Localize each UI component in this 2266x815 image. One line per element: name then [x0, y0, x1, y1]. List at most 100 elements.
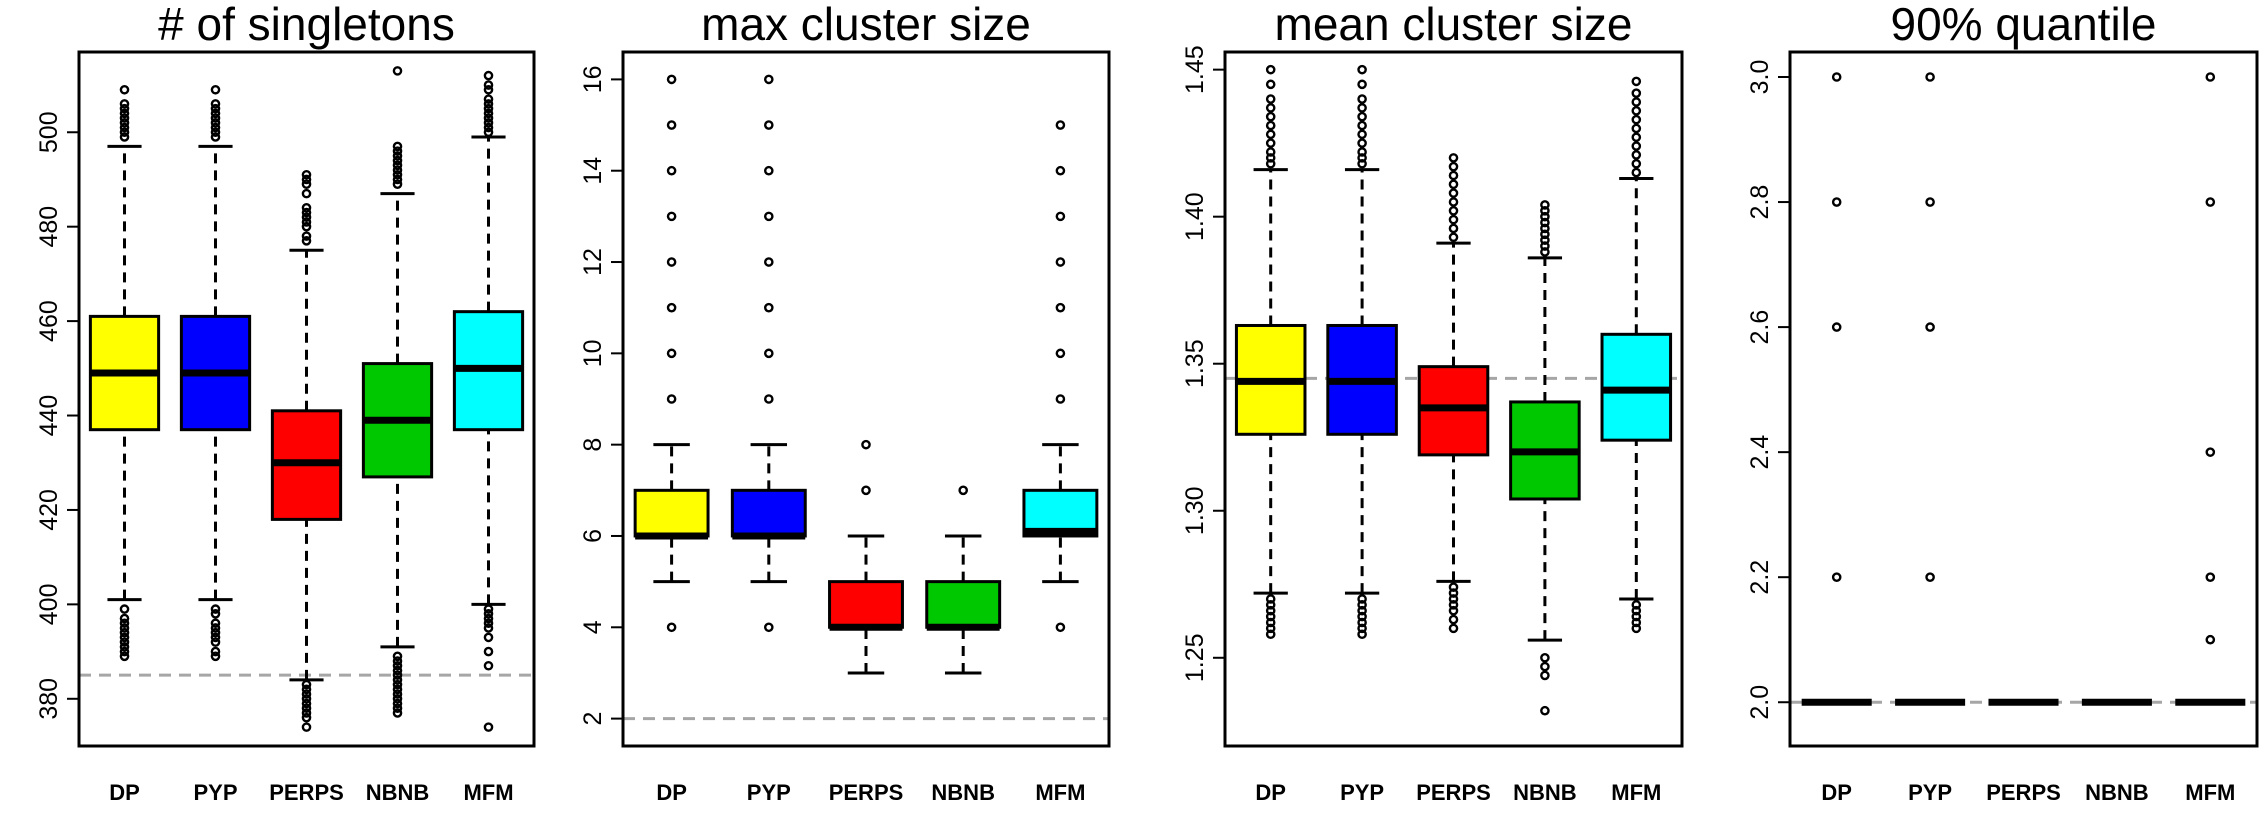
outlier-point [301, 708, 312, 718]
box-body [730, 488, 807, 538]
outlier-point [210, 623, 221, 633]
outlier-point [392, 675, 403, 685]
outlier-point [958, 485, 969, 496]
outlier-point [1265, 147, 1276, 157]
outlier-point [119, 108, 130, 119]
outlier-point [1925, 322, 1935, 332]
outlier-point [301, 217, 312, 227]
outlier-point [764, 622, 774, 633]
outlier-point [1540, 670, 1550, 681]
outlier-point [1448, 614, 1459, 625]
outlier-point [1448, 588, 1459, 598]
outlier-point [1448, 179, 1459, 190]
outlier-point [119, 627, 130, 638]
outlier-point [1265, 153, 1276, 163]
y-tick-label: 16 [579, 65, 607, 93]
outlier-point [119, 103, 130, 114]
chart-panel-3: mean cluster size 1.25 1.30 1.35 1.40 1.45 DP P… [1181, 0, 1684, 805]
y-tick-label: 6 [579, 529, 607, 543]
outlier-point [392, 693, 403, 704]
category-label: PERPS [829, 780, 904, 805]
outlier-point [1540, 661, 1550, 672]
outlier-point [1265, 94, 1276, 104]
outlier-point [119, 642, 130, 652]
outlier-point [1631, 158, 1642, 169]
y-tick-label: 2.4 [1746, 435, 1774, 470]
outlier-point [210, 122, 221, 133]
box-mfm [1022, 120, 1099, 633]
outlier-point [2205, 447, 2216, 457]
outlier-point [210, 108, 221, 119]
box-dp [88, 84, 161, 662]
outlier-point [1265, 594, 1276, 604]
outlier-point [1055, 120, 1066, 130]
panel-title: max cluster size [701, 0, 1031, 50]
outlier-point [1265, 605, 1276, 616]
outlier-point [1448, 600, 1459, 610]
outlier-point [483, 113, 494, 123]
outlier-point [1540, 705, 1550, 716]
outlier-point [1631, 605, 1642, 616]
outlier-point [210, 113, 221, 123]
outlier-point [392, 684, 403, 695]
outlier-point [1055, 165, 1066, 176]
outlier-point [119, 122, 130, 133]
outlier-point [1631, 97, 1642, 107]
outlier-point [1265, 617, 1276, 628]
outlier-point [1925, 572, 1935, 582]
outlier-point [301, 221, 312, 232]
y-tick-label: 2.6 [1746, 310, 1774, 345]
box-pyp [730, 74, 807, 633]
outlier-point [1055, 211, 1066, 222]
outlier-point [301, 712, 312, 723]
outlier-point [666, 211, 677, 222]
outlier-point [861, 439, 871, 450]
outlier-point [392, 146, 403, 156]
outlier-point [764, 348, 774, 359]
box-perps [1417, 153, 1490, 634]
outlier-point [1265, 79, 1276, 90]
outlier-point [483, 118, 494, 128]
chart-panel-1: # of singletons 380 400 420 440 460 480 500 DP PY… [35, 0, 536, 805]
outlier-point [483, 84, 494, 95]
outlier-point [392, 708, 403, 718]
y-tick-label: 2 [579, 712, 607, 726]
plot-frame [1788, 50, 2259, 748]
outlier-point [1631, 114, 1642, 125]
category-label: NBNB [366, 780, 430, 805]
y-tick-label: 1.25 [1181, 633, 1209, 682]
outlier-point [1448, 214, 1459, 225]
outlier-point [1357, 605, 1367, 616]
outlier-point [483, 70, 494, 81]
outlier-point [1357, 617, 1367, 628]
outlier-point [666, 257, 677, 267]
outlier-point [1357, 64, 1367, 75]
outlier-point [1448, 153, 1459, 163]
y-tick-label: 380 [35, 678, 63, 720]
outlier-point [1448, 197, 1459, 207]
outlier-point [392, 169, 403, 180]
outlier-point [1925, 197, 1935, 207]
outlier-point [1831, 572, 1842, 582]
outlier-point [210, 604, 221, 614]
chart-panel-4: 90% quantile 2.0 2.2 2.4 2.6 2.8 3.0 DP PYP PERPS… [1746, 0, 2259, 805]
category-label: MFM [463, 780, 513, 805]
outlier-point [1055, 622, 1066, 633]
category-label: PERPS [1416, 780, 1491, 805]
outlier-point [1540, 205, 1550, 216]
y-tick-label: 1.40 [1181, 192, 1209, 241]
outlier-point [1540, 217, 1550, 228]
outlier-point [1831, 72, 1842, 82]
outlier-point [392, 66, 403, 76]
outlier-point [483, 80, 494, 90]
outlier-point [301, 236, 312, 246]
outlier-point [210, 646, 221, 657]
outlier-point [119, 113, 130, 123]
outlier-point [301, 698, 312, 709]
outlier-point [1631, 611, 1642, 622]
outlier-point [392, 141, 403, 152]
outlier-point [210, 103, 221, 114]
outlier-point [483, 103, 494, 114]
y-tick-label: 14 [579, 157, 607, 185]
